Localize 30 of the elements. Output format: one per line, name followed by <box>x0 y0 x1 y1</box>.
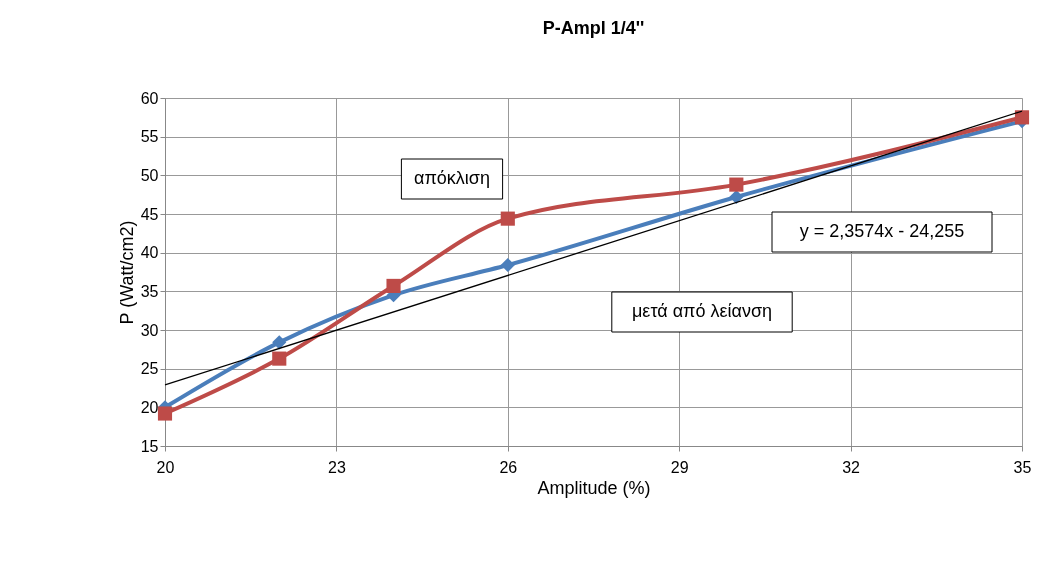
point <box>272 351 287 366</box>
point <box>386 278 401 293</box>
point <box>157 406 173 421</box>
y-tick-label: 20 <box>140 398 159 416</box>
point <box>272 335 287 350</box>
point <box>500 257 515 273</box>
y-tick-label: 40 <box>140 244 159 262</box>
y-tick-label: 25 <box>140 360 159 378</box>
y-tick-label: 35 <box>140 282 159 300</box>
x-tick-label: 32 <box>842 458 861 476</box>
annotation: y = 2,3574x - 24,255 <box>799 221 965 241</box>
chart-title: P-Ampl 1/4'' <box>542 18 645 38</box>
point <box>500 211 515 226</box>
y-tick-label: 50 <box>140 166 159 184</box>
y-tick-label: 45 <box>140 205 159 223</box>
point <box>1014 110 1030 125</box>
x-tick-label: 35 <box>1013 458 1032 476</box>
x-tick-label: 29 <box>670 458 689 476</box>
x-tick-label: 20 <box>156 458 175 476</box>
x-tick-label: 26 <box>499 458 518 476</box>
y-tick-label: 15 <box>140 437 159 455</box>
x-tick-label: 23 <box>328 458 346 476</box>
annotation: μετά από λείανση <box>631 301 773 321</box>
x-axis-title: Amplitude (%) <box>537 477 651 498</box>
y-tick-label: 60 <box>140 89 159 107</box>
y-tick-label: 30 <box>140 321 159 339</box>
point <box>729 177 744 192</box>
annotation: απόκλιση <box>414 168 490 188</box>
y-tick-label: 55 <box>140 128 159 146</box>
y-axis-title: P (Watt/cm2) <box>116 220 137 325</box>
